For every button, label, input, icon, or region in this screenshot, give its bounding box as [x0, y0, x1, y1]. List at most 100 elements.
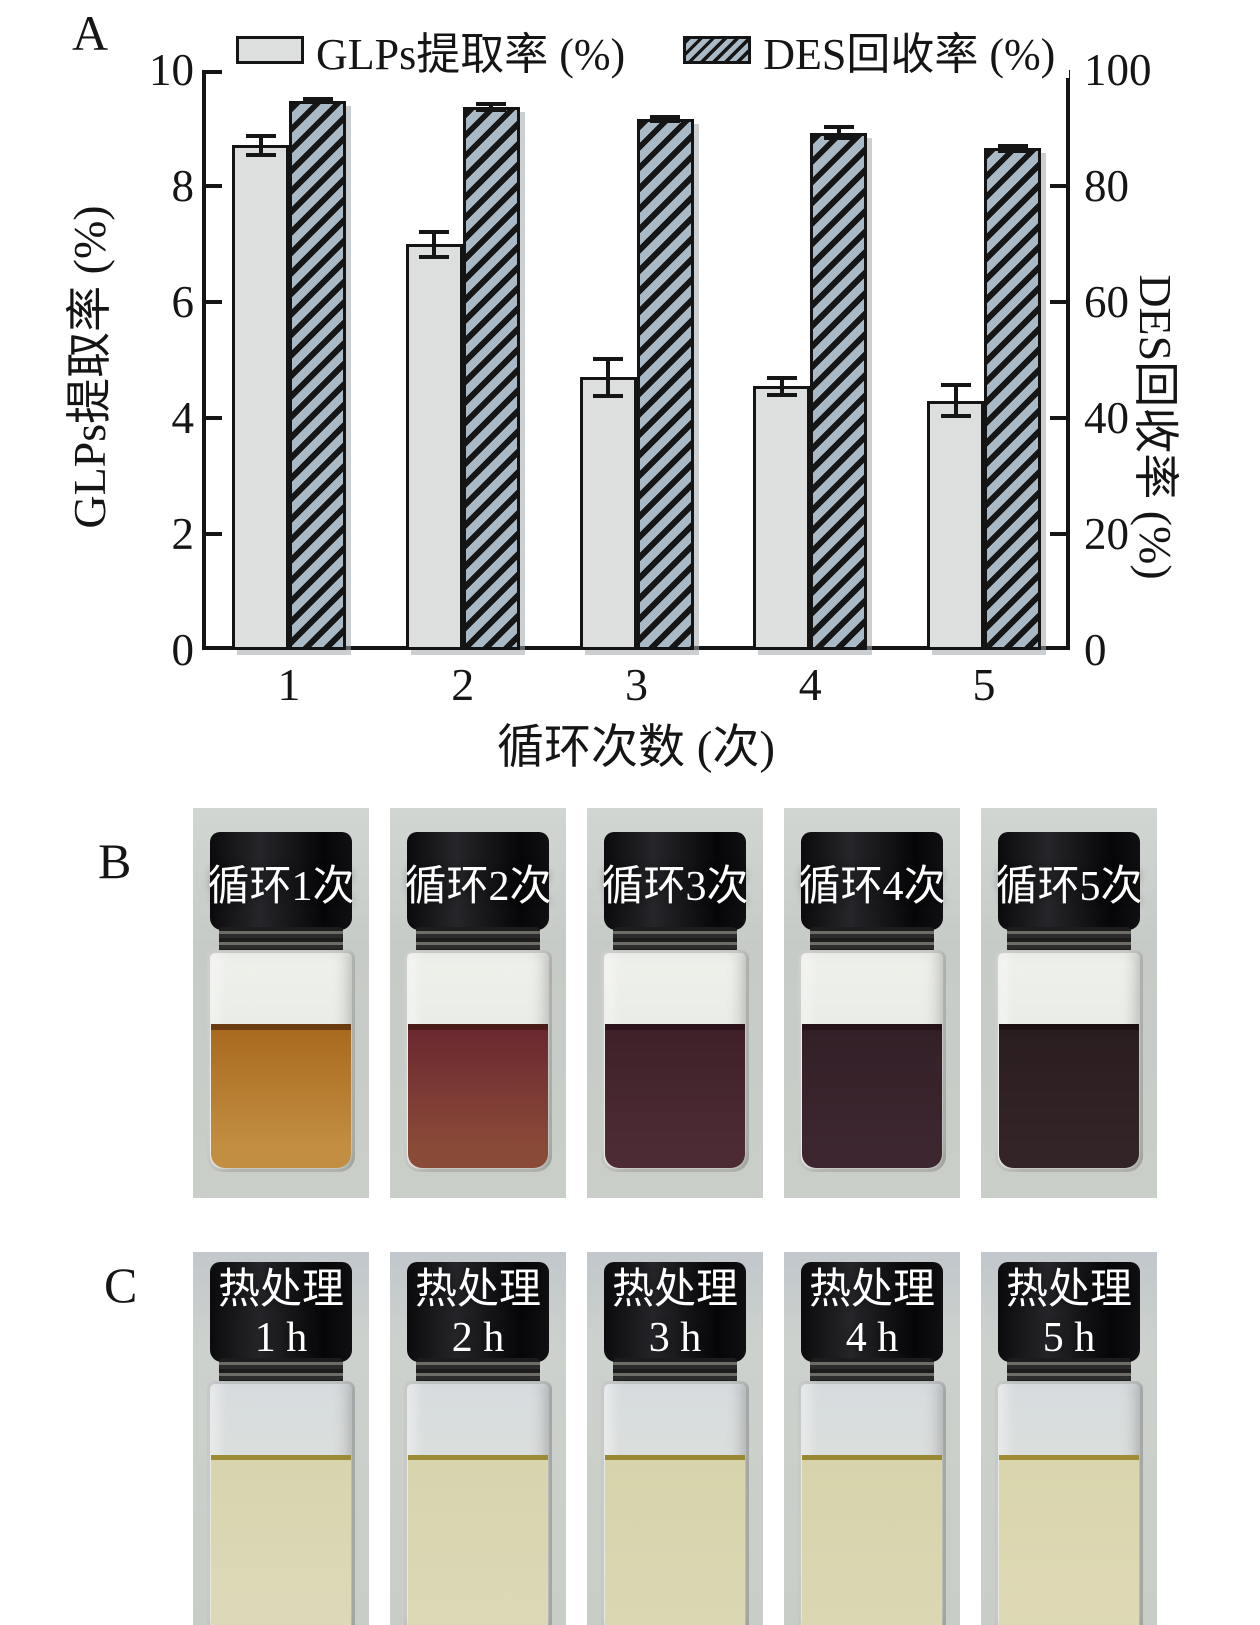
vial-glass — [995, 1381, 1143, 1625]
chart-legend: GLPs提取率 (%) DES回收率 (%) — [222, 22, 1070, 79]
error-line — [836, 125, 841, 141]
vial-caption-line1: 热处理 — [611, 1267, 738, 1313]
vial-liquid — [408, 1455, 548, 1625]
vial-liquid — [802, 1455, 942, 1625]
right-tick-label: 100 — [1084, 45, 1152, 95]
vial-liquid — [802, 1024, 942, 1168]
error-line — [606, 357, 610, 398]
error-cap-bottom — [650, 118, 680, 123]
error-cap-top — [823, 125, 854, 130]
panel-c-label: C — [104, 1257, 138, 1313]
vial-liquid — [211, 1024, 351, 1168]
left-tick-label: 2 — [171, 509, 195, 559]
vial-caption: 循环1次 — [207, 864, 355, 910]
vial-cap — [407, 832, 549, 930]
error-cap-bottom — [419, 254, 450, 259]
panel-b-label: B — [98, 833, 132, 889]
vial-glass — [207, 1381, 355, 1625]
vial-glass — [601, 1381, 749, 1625]
error-cap-top — [593, 357, 623, 362]
error-bar-glps-3 — [593, 357, 623, 398]
vial-photo-b3: 循环3次 — [587, 808, 763, 1198]
vial-cap — [210, 1262, 352, 1362]
vial-photo-b4: 循环4次 — [784, 808, 960, 1198]
category-label-4: 4 — [798, 659, 822, 710]
vial-photo-c1: 热处理 1 h — [193, 1252, 369, 1625]
left-tick-label: 8 — [171, 161, 195, 211]
right-axis-tick — [1050, 184, 1066, 188]
right-tick-label: 40 — [1084, 393, 1129, 443]
error-cap-bottom — [766, 392, 797, 397]
error-cap-top — [766, 375, 797, 380]
right-tick-label: 80 — [1084, 161, 1129, 211]
error-cap-top — [245, 133, 276, 138]
legend-label-glps: GLPs提取率 (%) — [316, 30, 626, 79]
vial-photo-c5: 热处理 5 h — [981, 1252, 1157, 1625]
error-cap-bottom — [302, 100, 333, 105]
bar-des-5 — [984, 148, 1041, 650]
left-axis-tick — [206, 184, 222, 188]
vial-liquid — [605, 1024, 745, 1168]
vial-neck — [1007, 1358, 1131, 1384]
bar-glps-2 — [405, 244, 463, 650]
error-bar-glps-1 — [245, 133, 276, 157]
right-axis-tick — [1050, 416, 1066, 420]
vial-glass — [798, 1381, 946, 1625]
right-tick-label: 60 — [1084, 277, 1129, 327]
legend-swatch-des — [683, 36, 752, 64]
error-cap-top — [940, 383, 971, 388]
vial-photo-c4: 热处理 4 h — [784, 1252, 960, 1625]
vial-caption-line2: 1 h — [254, 1315, 308, 1361]
vial-caption-line1: 热处理 — [414, 1267, 541, 1313]
vial-neck — [416, 1358, 540, 1384]
vial-photo-c3: 热处理 3 h — [587, 1252, 763, 1625]
error-line — [1010, 143, 1015, 153]
vial-cap — [604, 1262, 746, 1362]
error-bar-des-2 — [476, 102, 507, 112]
vial-photo-b1: 循环1次 — [193, 808, 369, 1198]
error-cap-top — [302, 97, 333, 102]
vial-neck — [810, 1358, 934, 1384]
vial-caption-line1: 热处理 — [808, 1267, 935, 1313]
error-cap-bottom — [997, 148, 1028, 153]
error-line — [953, 383, 958, 418]
vial-neck — [613, 1358, 737, 1384]
left-tick-label: 6 — [171, 277, 195, 327]
vial-glass — [798, 950, 946, 1172]
right-tick-label: 20 — [1084, 509, 1129, 559]
error-cap-top — [419, 229, 450, 234]
vial-caption: 循环4次 — [798, 864, 946, 910]
category-label-5: 5 — [972, 659, 996, 710]
panel-a-label: A — [72, 5, 109, 61]
legend-swatch-glps — [236, 36, 304, 64]
left-tick-label: 4 — [171, 393, 195, 443]
vial-photo-b5: 循环5次 — [981, 808, 1157, 1198]
left-axis-title: GLPs提取率 (%) — [64, 205, 115, 529]
x-axis-title: 循环次数 (次) — [496, 722, 776, 774]
category-label-2: 2 — [451, 659, 475, 710]
error-bar-des-3 — [650, 114, 680, 123]
vial-cap — [604, 832, 746, 930]
vial-caption-line2: 3 h — [648, 1315, 702, 1361]
vial-cap — [998, 1262, 1140, 1362]
error-line — [663, 114, 667, 123]
error-cap-bottom — [593, 393, 623, 398]
vial-cap — [801, 832, 943, 930]
vial-neck — [219, 927, 343, 953]
vial-liquid — [999, 1455, 1139, 1625]
bar-des-4 — [810, 132, 868, 650]
vial-caption-line2: 2 h — [451, 1315, 505, 1361]
bar-glps-3 — [579, 377, 637, 650]
category-label-3: 3 — [625, 659, 648, 710]
vial-liquid — [408, 1024, 548, 1168]
vial-caption: 循环2次 — [404, 864, 552, 910]
error-cap-bottom — [940, 413, 971, 418]
vial-neck — [219, 1358, 343, 1384]
error-cap-top — [476, 102, 507, 107]
vial-caption-line1: 热处理 — [1005, 1267, 1132, 1313]
vial-liquid — [999, 1024, 1139, 1168]
legend-item-des: DES回收率 (%) — [683, 18, 1055, 82]
error-cap-top — [650, 114, 680, 119]
category-label-1: 1 — [277, 659, 301, 710]
